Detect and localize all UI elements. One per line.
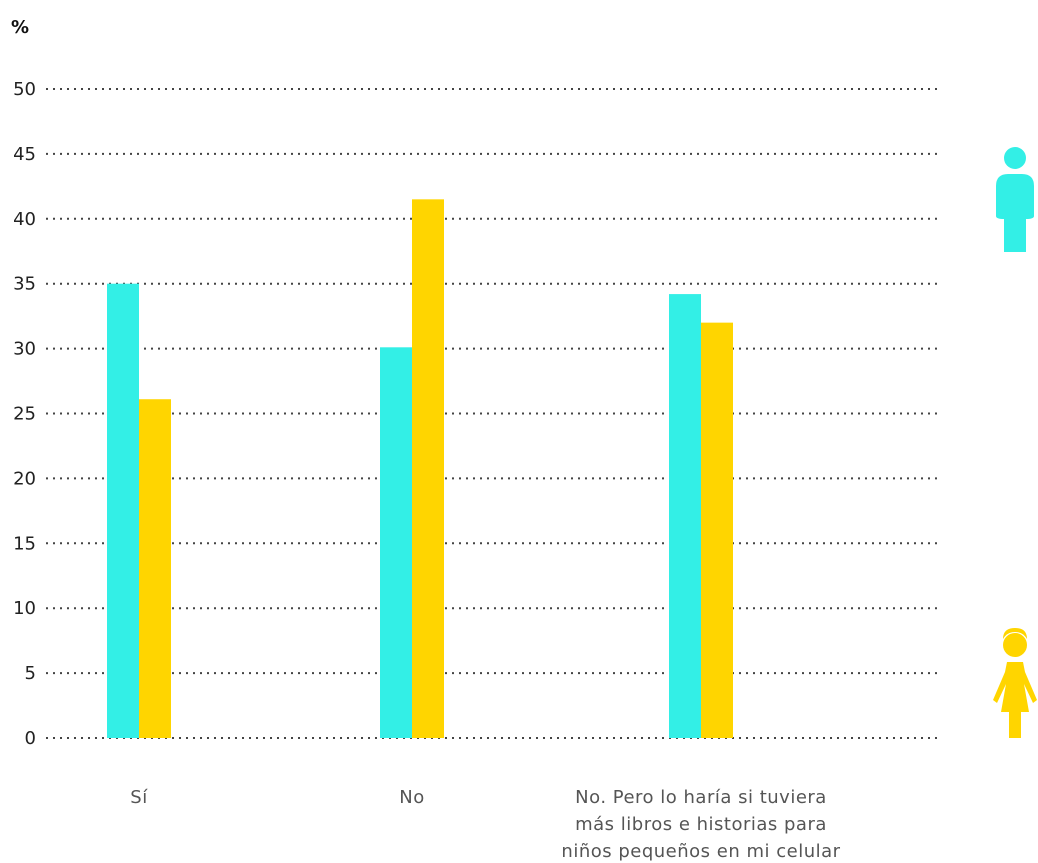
y-tick-label: 35 xyxy=(13,274,36,295)
boy-icon xyxy=(996,147,1034,252)
y-axis-unit-label: % xyxy=(11,17,29,38)
category-labels: Sí No No. Pero lo haría si tuviera más libr… xyxy=(130,787,840,862)
category-label: No. Pero lo haría si tuviera más libros e… xyxy=(561,787,840,862)
y-tick-label: 25 xyxy=(13,404,36,425)
category-label-line: más libros e historias para xyxy=(575,814,827,835)
y-tick-label: 15 xyxy=(13,533,36,554)
bar xyxy=(139,399,171,738)
y-tick-label: 5 xyxy=(25,663,36,684)
y-axis-tick-labels: 0 5 10 15 20 25 30 35 40 45 50 xyxy=(13,79,36,749)
y-tick-label: 40 xyxy=(13,209,36,230)
category-label-line: Sí xyxy=(130,787,148,808)
y-tick-label: 50 xyxy=(13,79,36,100)
category-label: No xyxy=(399,787,424,808)
y-tick-label: 10 xyxy=(13,598,36,619)
y-tick-label: 20 xyxy=(13,468,36,489)
bar xyxy=(107,284,139,738)
bar xyxy=(412,199,444,738)
bar xyxy=(669,294,701,738)
category-label-line: No xyxy=(399,787,424,808)
y-tick-label: 45 xyxy=(13,144,36,165)
bar xyxy=(380,347,412,738)
y-tick-label: 0 xyxy=(25,728,36,749)
category-label-line: niños pequeños en mi celular xyxy=(561,841,840,862)
bar xyxy=(701,323,733,738)
bars xyxy=(107,199,733,738)
girl-icon xyxy=(993,628,1037,738)
category-label-line: No. Pero lo haría si tuviera xyxy=(575,787,827,808)
gridlines xyxy=(46,89,942,738)
category-label: Sí xyxy=(130,787,148,808)
y-tick-label: 30 xyxy=(13,339,36,360)
